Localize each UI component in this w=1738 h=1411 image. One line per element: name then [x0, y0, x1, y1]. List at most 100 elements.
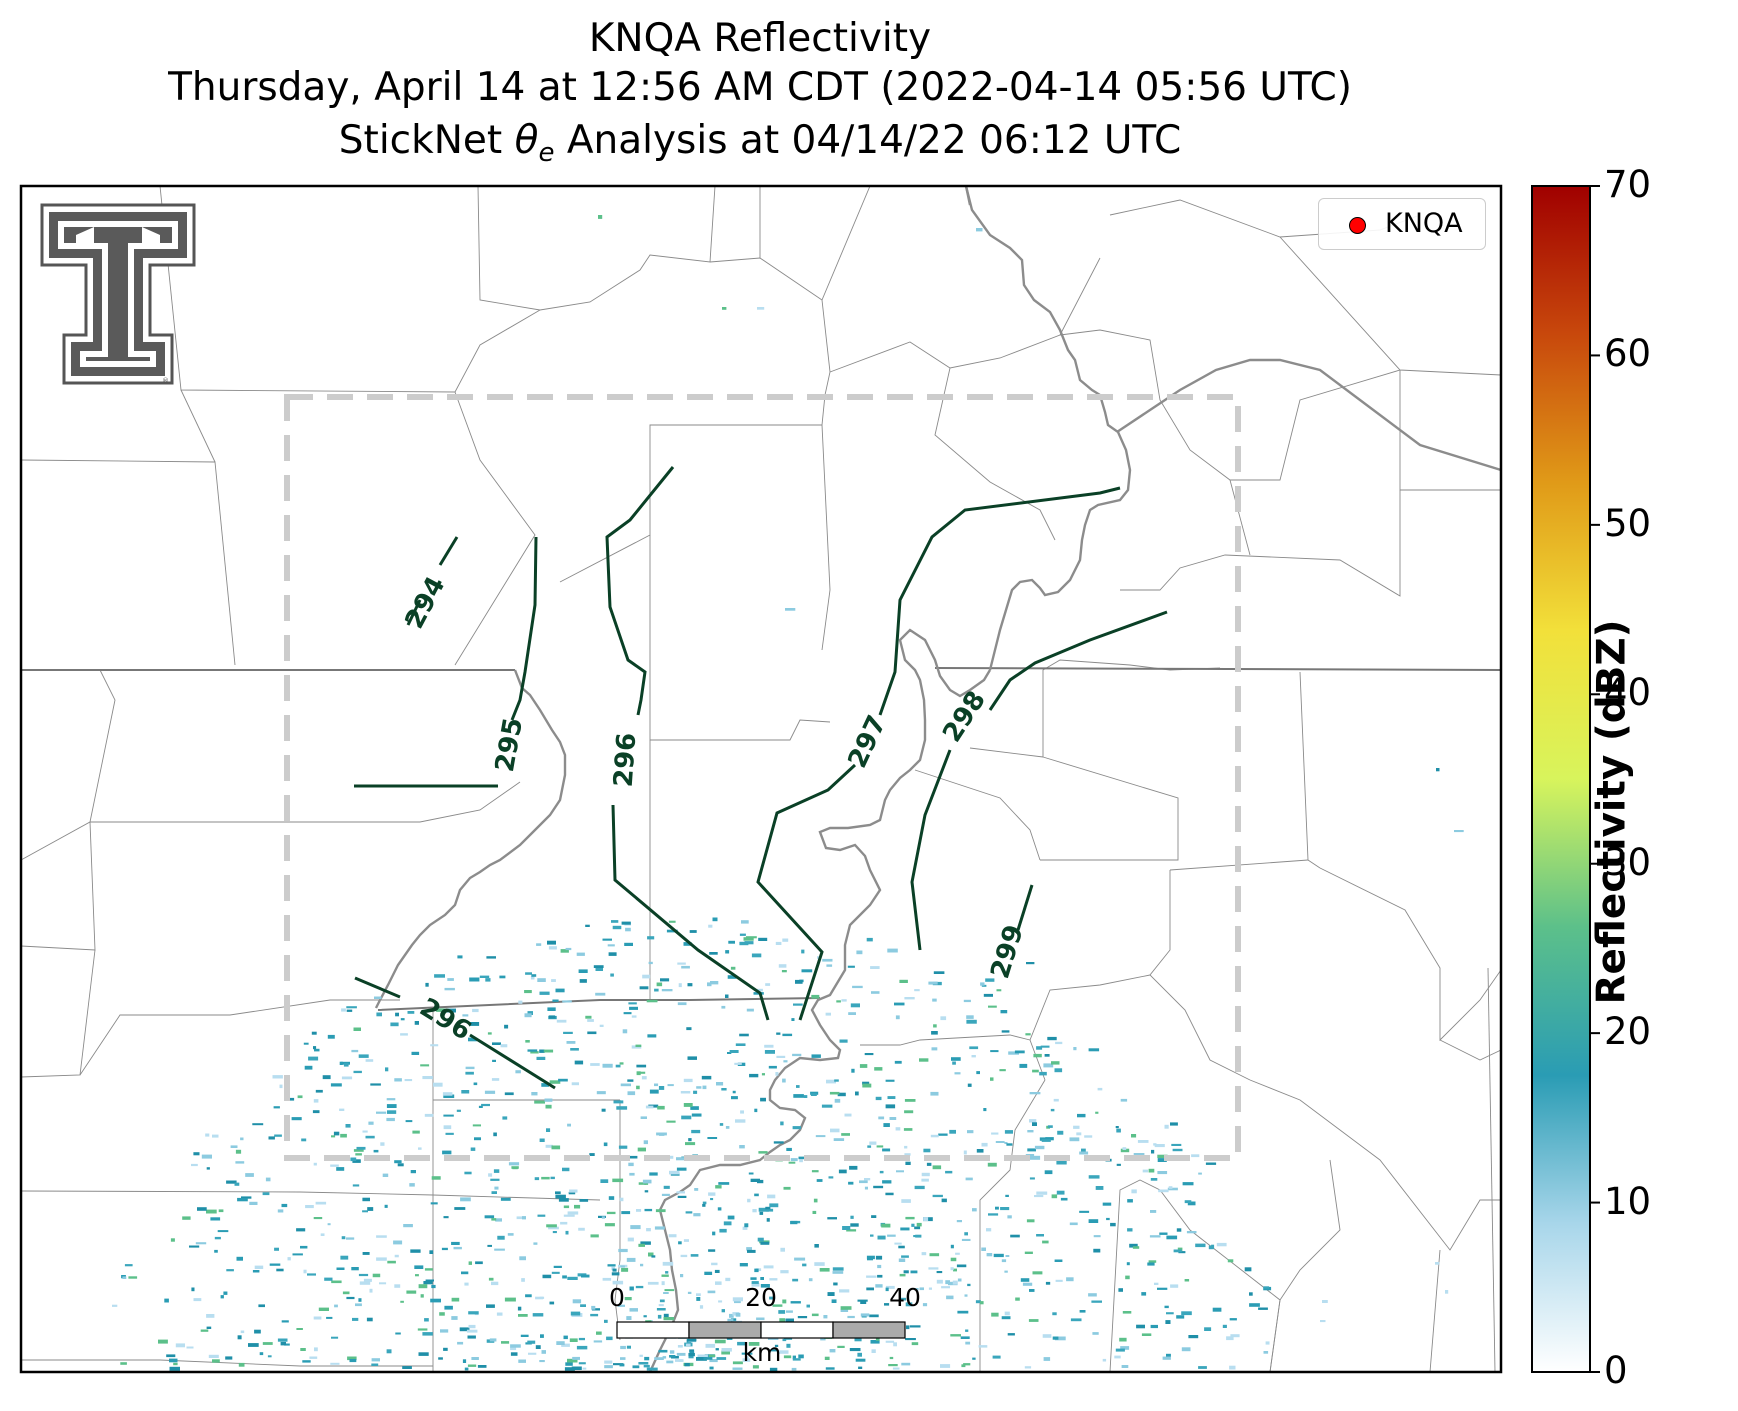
echo-pixel	[875, 1096, 882, 1101]
echo-pixel	[1045, 1137, 1054, 1141]
echo-pixel	[249, 1201, 258, 1205]
echo-pixel	[647, 1034, 657, 1038]
echo-pixel	[563, 1205, 570, 1209]
echo-pixel	[555, 988, 565, 993]
echo-pixel	[773, 1141, 784, 1144]
echo-pixel	[751, 1281, 759, 1284]
echo-pixel	[465, 1066, 475, 1070]
echo-pixel	[732, 1090, 736, 1094]
echo-pixel	[608, 952, 617, 956]
echo-pixel	[604, 1223, 615, 1227]
echo-pixel	[393, 1240, 403, 1245]
echo-pixel	[560, 949, 569, 953]
echo-pixel	[1084, 1135, 1093, 1138]
echo-pixel	[904, 1153, 911, 1156]
echo-pixel	[668, 1155, 674, 1159]
echo-pixel	[447, 978, 454, 981]
echo-pixel	[490, 1178, 500, 1181]
echo-pixel	[715, 1348, 719, 1351]
echo-pixel	[899, 1273, 906, 1277]
echo-pixel	[457, 1341, 464, 1345]
scale-bar-unit: km	[742, 1338, 782, 1367]
echo-pixel	[212, 1359, 220, 1363]
echo-pixel	[574, 1060, 584, 1065]
echo-pixel	[591, 1308, 600, 1311]
echo-pixel	[352, 1184, 360, 1187]
echo-pixel	[693, 1213, 701, 1217]
echo-pixel	[307, 1273, 316, 1276]
echo-pixel	[647, 936, 655, 940]
echo-pixel	[500, 1044, 508, 1048]
echo-pixel	[955, 1252, 960, 1255]
echo-pixel	[240, 1137, 244, 1141]
echo-pixel	[972, 1208, 977, 1212]
echo-pixel	[1222, 1324, 1227, 1328]
echo-pixel	[837, 1345, 845, 1348]
echo-pixel	[901, 1255, 909, 1258]
echo-pixel	[938, 1133, 948, 1136]
echo-pixel	[1176, 1315, 1185, 1319]
colorbar-tick-label: 70	[1604, 163, 1652, 206]
echo-pixel	[718, 1182, 730, 1185]
echo-pixel	[658, 1349, 668, 1353]
echo-pixel	[976, 1071, 980, 1075]
echo-pixel	[521, 1278, 525, 1282]
echo-pixel	[855, 1358, 866, 1362]
echo-pixel	[680, 1254, 688, 1258]
echo-pixel	[539, 1138, 545, 1142]
echo-pixel	[1166, 1353, 1171, 1357]
echo-pixel	[702, 1204, 706, 1207]
echo-pixel	[1181, 1347, 1191, 1352]
echo-pixel	[757, 988, 763, 992]
echo-pixel	[916, 1222, 922, 1227]
echo-pixel	[969, 1046, 979, 1050]
echo-pixel	[725, 1126, 730, 1129]
contour-297	[878, 486, 1121, 716]
echo-pixel	[801, 949, 805, 954]
echo-pixel	[899, 979, 908, 983]
echo-pixel	[334, 1304, 338, 1308]
echo-pixel	[120, 1362, 127, 1365]
echo-pixel	[363, 1278, 372, 1282]
echo-pixel	[621, 921, 631, 925]
echo-pixel	[965, 1341, 971, 1345]
echo-pixel	[241, 1196, 252, 1199]
echo-pixel	[608, 1196, 615, 1200]
echo-pixel	[617, 1304, 625, 1307]
echo-pixel	[624, 942, 633, 946]
echo-pixel	[903, 1128, 913, 1131]
echo-pixel	[1001, 1030, 1010, 1033]
echo-pixel	[950, 1267, 954, 1271]
echo-pixel	[580, 1304, 586, 1307]
echo-pixel	[986, 1228, 992, 1232]
echo-pixel	[735, 1119, 746, 1123]
echo-pixel	[1195, 1243, 1206, 1248]
echo-pixel	[760, 1241, 770, 1245]
echo-pixel	[305, 1205, 314, 1209]
echo-pixel	[434, 974, 445, 978]
echo-pixel	[1157, 1154, 1168, 1159]
echo-pixel	[739, 1263, 748, 1267]
echo-pixel	[1159, 1232, 1168, 1235]
echo-pixel	[1093, 1248, 1101, 1253]
echo-pixel	[731, 1096, 738, 1100]
echo-pixel	[1162, 1356, 1171, 1360]
echo-pixel	[565, 1230, 569, 1235]
echo-pixel	[635, 1285, 644, 1289]
echo-pixel	[664, 1289, 675, 1292]
echo-pixel	[515, 1070, 521, 1074]
echo-pixel	[170, 1238, 175, 1242]
echo-pixel	[410, 1249, 421, 1253]
echo-pixel	[504, 1092, 514, 1096]
echo-pixel	[792, 1053, 802, 1057]
echo-pixel	[1028, 1319, 1039, 1322]
echo-pixel	[722, 307, 727, 310]
echo-pixel	[850, 1215, 854, 1219]
echo-pixel	[926, 1162, 932, 1166]
echo-pixel	[884, 1303, 890, 1306]
echo-pixel	[619, 1363, 625, 1367]
echo-pixel	[654, 988, 659, 992]
echo-pixel	[551, 979, 556, 982]
echo-pixel	[654, 1083, 659, 1087]
echo-pixel	[472, 1008, 479, 1013]
